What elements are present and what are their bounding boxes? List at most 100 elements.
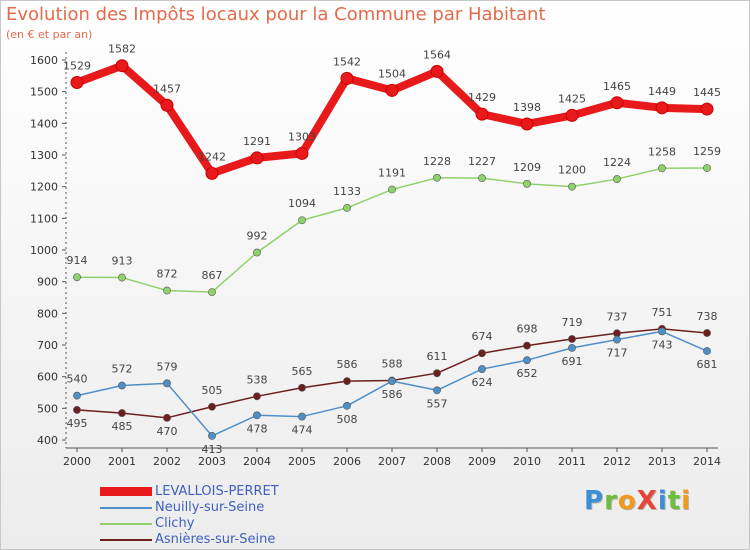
data-label: 470 [157,425,178,438]
y-tick-label: 900 [37,276,58,289]
data-point [568,343,576,352]
data-point [523,356,531,365]
data-label: 1449 [648,85,676,98]
data-label: 579 [157,360,178,373]
y-tick-label: 800 [37,307,58,320]
data-point [655,101,669,115]
x-tick-label: 2000 [63,455,91,468]
data-label: 751 [652,306,673,319]
legend-label-clichy: Clichy [155,516,195,531]
data-point [208,402,216,411]
data-point [433,173,441,182]
data-point [523,179,531,188]
data-point [73,406,81,414]
data-label: 495 [67,417,88,430]
data-point [343,401,351,410]
logo-letter: t [667,486,682,516]
data-point [163,379,171,388]
legend-label-asnieres: Asnières-sur-Seine [155,532,276,547]
y-tick-label: 1200 [30,181,58,194]
logo-letter: i [681,486,692,516]
y-tick-label: 1000 [30,244,58,257]
data-point [163,286,171,295]
x-tick-label: 2004 [243,455,271,468]
legend-swatch-clichy [100,523,152,525]
data-label: 586 [337,358,358,371]
data-label: 717 [607,347,628,360]
y-tick-label: 1100 [30,212,58,225]
data-point [250,151,264,165]
x-tick-label: 2002 [153,455,181,468]
data-label: 478 [247,422,268,435]
data-label: 691 [562,355,583,368]
legend-swatch-asnieres [100,539,152,541]
data-point [298,216,306,225]
y-tick-label: 500 [37,402,58,415]
data-point [613,175,621,183]
data-point [520,117,534,131]
data-label: 505 [202,384,223,397]
x-tick-label: 2013 [648,455,676,468]
data-label: 1429 [468,91,496,104]
x-tick-label: 2011 [558,455,586,468]
data-label: 738 [697,310,718,323]
y-tick-label: 1400 [30,117,58,130]
legend-swatch-levallois [100,487,152,496]
logo-letter: r [604,486,618,516]
data-label: 737 [607,310,628,323]
data-label: 743 [652,338,673,351]
data-label: 508 [337,413,358,426]
data-point [565,108,579,122]
data-label: 624 [472,376,493,389]
proxiti-logo: ProXiti [584,486,691,516]
data-point [118,381,126,390]
data-point [343,203,351,212]
data-label: 540 [67,373,88,386]
data-point [340,71,354,85]
data-label: 867 [202,269,223,282]
data-point [703,164,711,172]
data-label: 1445 [693,86,721,99]
data-label: 1398 [513,101,541,114]
data-point [478,174,486,183]
chart-title: Evolution des Impôts locaux pour la Comm… [6,4,546,25]
data-label: 913 [112,255,133,268]
y-tick-label: 600 [37,371,58,384]
y-tick-label: 1500 [30,86,58,99]
data-point [163,413,171,422]
data-point [118,409,126,417]
logo-letter: o [617,486,637,516]
data-point [658,327,666,336]
data-point [703,329,711,337]
data-point [118,273,126,282]
legend-label-levallois: LEVALLOIS-PERRET [155,484,279,499]
logo-letter: i [657,486,668,516]
data-label: 1200 [558,164,586,177]
data-label: 1191 [378,167,406,180]
data-label: 681 [697,358,718,371]
data-point [70,75,84,89]
data-label: 588 [382,357,403,370]
data-label: 474 [292,424,313,437]
data-label: 1224 [603,156,631,169]
x-tick-label: 2008 [423,455,451,468]
data-label: 1529 [63,59,91,72]
data-label: 1457 [153,82,181,95]
x-tick-label: 2006 [333,455,361,468]
data-point [568,182,576,191]
data-label: 565 [292,365,313,378]
y-tick-label: 1600 [30,54,58,67]
data-point [388,185,396,194]
data-label: 698 [517,323,538,336]
y-tick-label: 400 [37,434,58,447]
data-label: 992 [247,230,268,243]
data-point [523,341,531,350]
data-point [208,431,216,440]
data-point [298,383,306,392]
data-label: 586 [382,388,403,401]
data-point [433,369,441,378]
data-point [388,377,396,385]
chart-subtitle: (en € et par an) [6,28,93,41]
data-label: 1425 [558,92,586,105]
